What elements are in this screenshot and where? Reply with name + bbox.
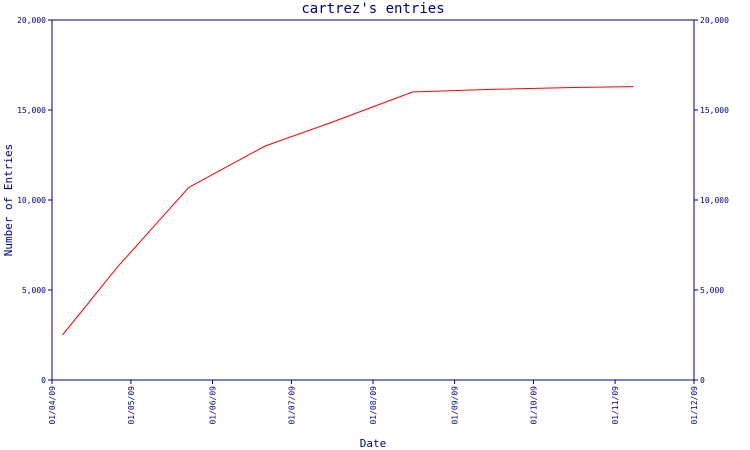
x-tick-label: 01/11/09 bbox=[611, 386, 620, 425]
plot-area-frame bbox=[51, 19, 695, 381]
y-tick-label-right: 15,000 bbox=[700, 106, 729, 115]
x-axis: 01/04/09 01/05/09 01/06/09 01/07/09 01/08/09… bbox=[48, 380, 699, 425]
x-tick-label: 01/06/09 bbox=[209, 386, 218, 425]
x-tick-label: 01/05/09 bbox=[127, 386, 136, 425]
x-tick-label: 01/07/09 bbox=[287, 386, 296, 425]
y-axis-label: Number of Entries bbox=[2, 144, 15, 257]
x-axis-label: Date bbox=[360, 437, 387, 450]
chart-title: cartrez's entries bbox=[301, 1, 444, 17]
y-tick-label-right: 0 bbox=[700, 376, 705, 385]
series-layer bbox=[62, 86, 634, 336]
y-tick-label-left: 10,000 bbox=[17, 196, 46, 205]
y-tick-label-left: 5,000 bbox=[22, 286, 46, 295]
series-line bbox=[62, 86, 634, 336]
y-tick-label-right: 10,000 bbox=[700, 196, 729, 205]
x-tick-label: 01/09/09 bbox=[451, 386, 460, 425]
y-axis-right: 0 5,000 10,000 15,000 20,000 bbox=[694, 16, 729, 385]
x-tick-label: 01/08/09 bbox=[369, 386, 378, 425]
y-tick-label-left: 0 bbox=[41, 376, 46, 385]
x-tick-label: 01/10/09 bbox=[530, 386, 539, 425]
y-axis-left: 0 5,000 10,000 15,000 20,000 bbox=[17, 16, 52, 385]
x-tick-label: 01/04/09 bbox=[48, 386, 57, 425]
y-tick-label-left: 15,000 bbox=[17, 106, 46, 115]
y-tick-label-left: 20,000 bbox=[17, 16, 46, 25]
y-tick-label-right: 5,000 bbox=[700, 286, 724, 295]
x-tick-label: 01/12/09 bbox=[690, 386, 699, 425]
y-tick-label-right: 20,000 bbox=[700, 16, 729, 25]
